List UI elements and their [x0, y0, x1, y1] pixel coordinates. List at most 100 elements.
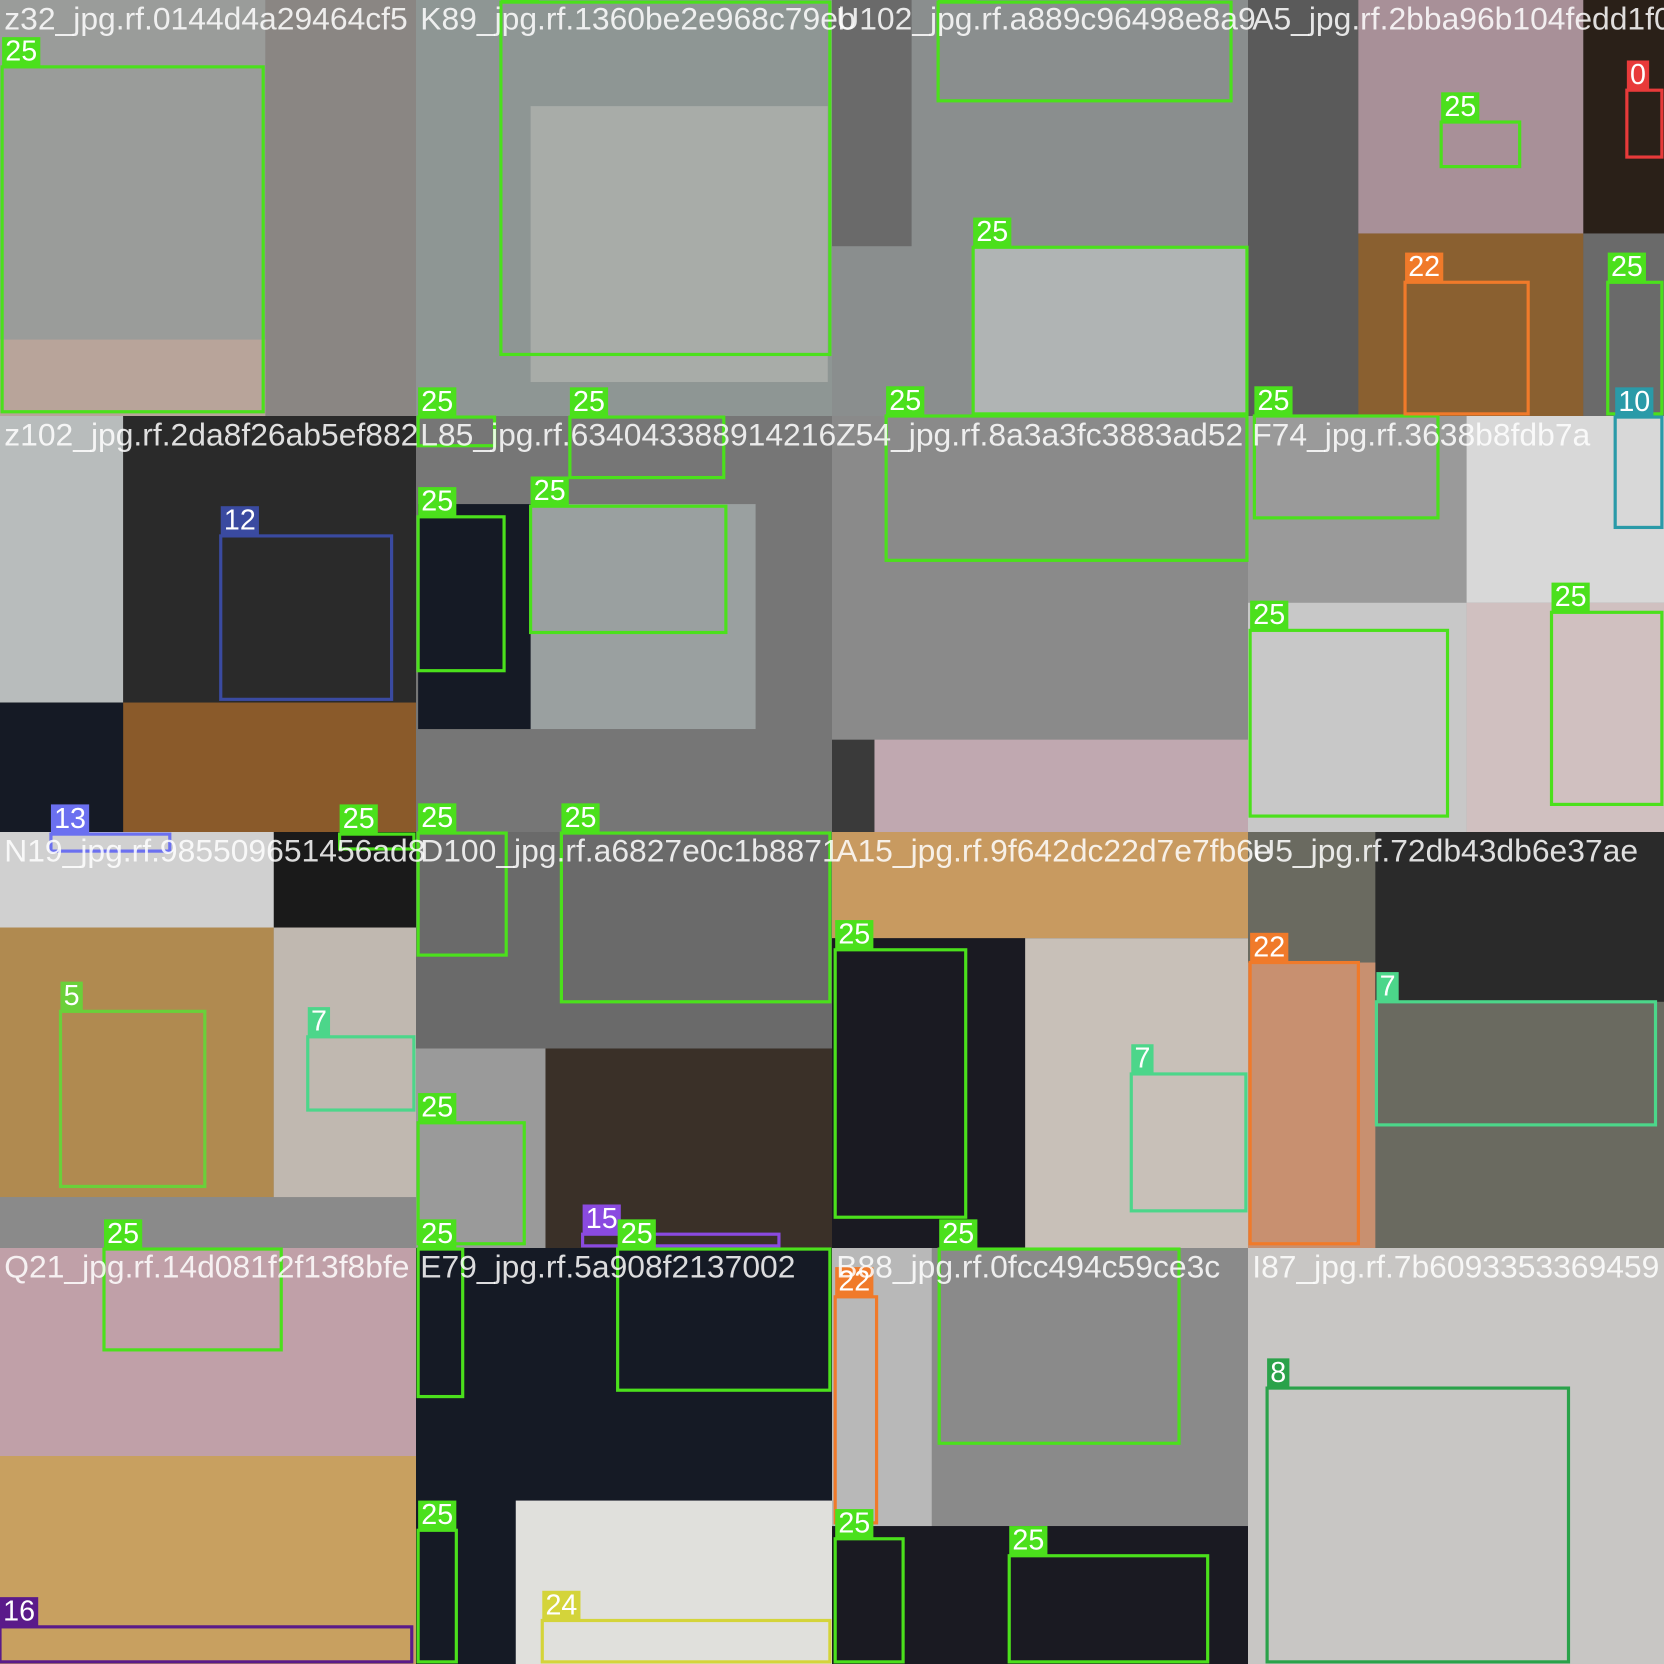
class-label: 25 [421, 1092, 453, 1124]
class-label: 5 [64, 980, 80, 1012]
bounding-box [102, 1247, 283, 1352]
detection: 15 [581, 1203, 781, 1248]
class-label: 16 [3, 1596, 35, 1628]
bounding-box [936, 0, 1233, 103]
class-label: 25 [838, 919, 870, 951]
class-label: 25 [1444, 91, 1476, 123]
bounding-box [616, 1247, 832, 1392]
class-label: 25 [1012, 1525, 1044, 1557]
detection: 25 [416, 486, 506, 673]
class-label: 22 [838, 1266, 870, 1298]
detection: 16 [0, 1596, 414, 1664]
label-tag [418, 803, 457, 834]
image-patch [1248, 602, 1467, 832]
image-patch [972, 246, 1248, 416]
label-tag [1376, 972, 1399, 1002]
bounding-box [499, 0, 832, 357]
bounding-box [1549, 610, 1664, 806]
detection: 25 [1549, 581, 1664, 806]
class-label: 12 [224, 505, 256, 537]
bounding-box [0, 65, 265, 414]
image-patch [832, 739, 875, 832]
label-tag [561, 803, 600, 834]
filenames: z32_jpg.rf.0144d4a29464cf5 K89_jpg.rf.136… [4, 1, 1664, 1285]
label-tag [339, 804, 378, 835]
filename: N19_jpg.rf.985509651456ad8 [4, 833, 425, 869]
class-label: 25 [889, 385, 921, 417]
filename: K89_jpg.rf.1360be2e968c79eb [420, 1, 855, 37]
bounding-box [416, 831, 508, 957]
class-label: 0 [1630, 59, 1646, 91]
label-tag [569, 387, 609, 418]
detection: 13 [49, 803, 172, 853]
class-label: 7 [311, 1006, 327, 1038]
label-tag [1250, 600, 1289, 631]
label-tag [582, 1204, 621, 1235]
class-label: 24 [545, 1589, 577, 1621]
class-label: 25 [838, 1508, 870, 1540]
class-label: 13 [54, 803, 86, 835]
label-tag [886, 386, 925, 416]
bounding-box [58, 1009, 207, 1189]
image-patch [832, 0, 912, 247]
label-tag [2, 37, 41, 67]
class-label: 25 [421, 1218, 453, 1250]
detection: 25 [102, 1218, 283, 1352]
bounding-box [1248, 628, 1450, 818]
class-label: 25 [573, 386, 605, 418]
filename: z102_jpg.rf.2da8f26ab5ef882 [4, 417, 418, 453]
detection: 25 [884, 385, 1249, 562]
class-label: 10 [1618, 386, 1650, 418]
label-tag [1607, 252, 1646, 283]
bounding-box [416, 515, 506, 673]
detection: 25 [1439, 91, 1522, 169]
bounding-box [1248, 960, 1360, 1246]
image-patch [0, 1456, 416, 1664]
image-patch [418, 504, 531, 730]
class-label: 25 [1555, 581, 1587, 613]
label-tag [60, 981, 83, 1012]
image-patch [1583, 0, 1664, 234]
class-label: 25 [941, 0, 973, 3]
label-tag [220, 506, 259, 536]
image-patch [0, 832, 274, 928]
label-tag [835, 1267, 874, 1297]
bounding-box [416, 1121, 526, 1246]
filename: Z54_jpg.rf.8a3a3fc3883ad52 [836, 417, 1243, 453]
label-tag [617, 1219, 656, 1250]
filename: z32_jpg.rf.0144d4a29464cf5 [4, 1, 408, 37]
label-tag [835, 920, 874, 950]
label-tag [1615, 387, 1654, 418]
bounding-box [0, 1625, 414, 1664]
filename: A15_jpg.rf.9f642dc22d7e7fb6e [836, 833, 1271, 869]
label-tag [938, 0, 977, 3]
bounding-box [1265, 1386, 1571, 1664]
detection: 0 [1625, 59, 1664, 159]
detection: 25 [936, 0, 1233, 103]
class-label: 25 [1258, 385, 1290, 417]
class-label: 7 [1380, 971, 1396, 1003]
label-tag [104, 1219, 143, 1250]
image-patch [1025, 938, 1248, 1248]
label-tag [1267, 1358, 1290, 1389]
class-label: 25 [421, 802, 453, 834]
image-patch [1248, 962, 1376, 1248]
image-patch [515, 1500, 832, 1664]
class-label: 8 [1270, 1357, 1286, 1389]
class-label: 25 [504, 0, 536, 3]
detection: 12 [219, 505, 394, 701]
class-label: 22 [1253, 931, 1285, 963]
label-tag [530, 476, 569, 507]
filename: E79_jpg.rf.5a908f2137002 [420, 1249, 795, 1285]
filename: D100_jpg.rf.a6827e0c1b8871 [420, 833, 839, 869]
bounding-box [219, 534, 394, 701]
image-patch [273, 927, 416, 1198]
filename: Q21_jpg.rf.14d081f2f13f8bfe [4, 1249, 409, 1285]
detection: 25 [529, 475, 728, 635]
bounding-box [581, 1232, 781, 1248]
label-tag [835, 1509, 874, 1539]
detection: 5 [58, 980, 207, 1189]
filename: B88_jpg.rf.0fcc494c59ce3c [836, 1249, 1220, 1285]
bounding-box [884, 414, 1249, 562]
